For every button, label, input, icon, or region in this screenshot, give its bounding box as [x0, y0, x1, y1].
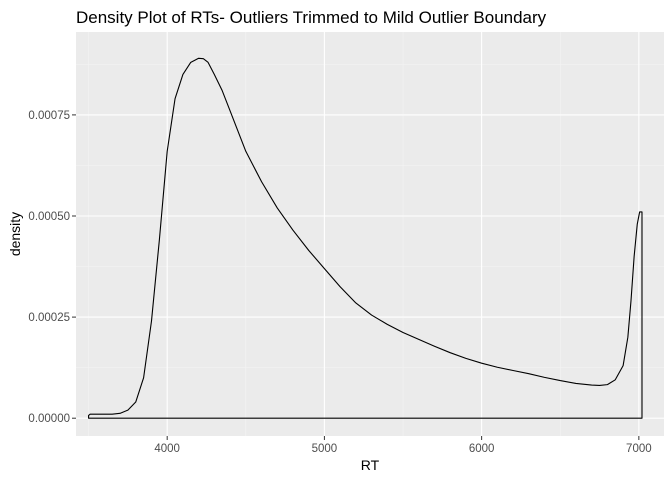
y-tick-label: 0.00075: [28, 110, 70, 122]
plot-panel: [76, 32, 664, 436]
chart-title: Density Plot of RTs- Outliers Trimmed to…: [76, 8, 547, 27]
x-tick-label: 5000: [312, 443, 338, 455]
x-tick-label: 6000: [469, 443, 495, 455]
density-line: [88, 57, 643, 419]
x-tick-label: 7000: [626, 443, 652, 455]
y-axis-label: density: [7, 212, 23, 256]
y-tick-label: 0.00050: [28, 211, 70, 223]
y-tick-label: 0.00000: [28, 413, 70, 425]
x-axis: 4000 5000 6000 7000: [154, 436, 652, 455]
y-axis: 0.00000 0.00025 0.00050 0.00075: [28, 110, 76, 425]
y-tick-label: 0.00025: [28, 312, 70, 324]
minor-gridlines: [76, 32, 664, 436]
x-axis-label: RT: [361, 457, 380, 473]
density-series: [88, 57, 643, 419]
x-tick-label: 4000: [154, 443, 180, 455]
